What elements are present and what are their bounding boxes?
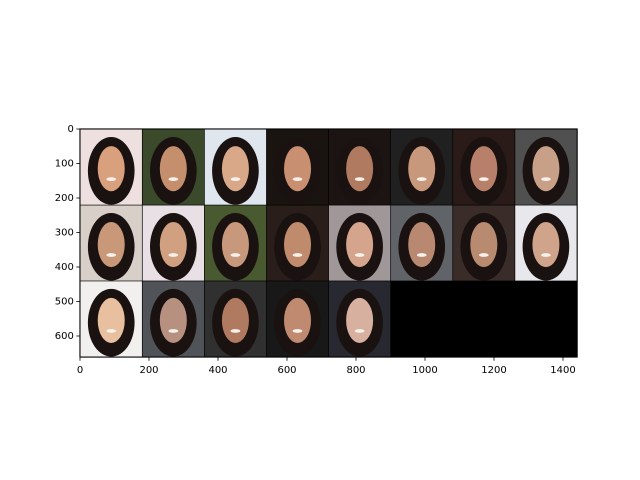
mouth: [292, 329, 303, 333]
face: [470, 146, 498, 192]
face: [532, 221, 560, 268]
x-tick-label: 1000: [412, 365, 437, 376]
mouth: [106, 177, 117, 182]
face: [97, 297, 125, 343]
axes: 0 200 400 600 800 1000 1200 1400 0 100 200 300 400 50…: [55, 124, 578, 376]
mouth: [354, 329, 365, 333]
face: [284, 297, 312, 343]
y-tick-label: 200: [55, 193, 74, 204]
face: [408, 221, 436, 268]
mouth: [478, 253, 489, 257]
mouth: [168, 253, 179, 257]
face: [346, 297, 374, 343]
face: [159, 297, 187, 343]
y-tick-label: 300: [55, 228, 74, 239]
face: [97, 221, 125, 268]
y-tick-label: 400: [55, 262, 74, 273]
x-tick-label: 400: [208, 365, 227, 376]
mouth: [541, 177, 551, 182]
mouth: [230, 177, 241, 182]
face: [408, 146, 436, 192]
mouth: [168, 177, 179, 182]
face: [284, 146, 312, 192]
face: [97, 146, 125, 192]
y-tick-label: 100: [55, 159, 74, 170]
mouth: [106, 253, 117, 257]
x-tick-label: 1400: [550, 365, 575, 376]
x-tick-label: 800: [346, 365, 365, 376]
mouth: [478, 177, 489, 182]
mouth: [292, 253, 303, 257]
face: [284, 221, 312, 268]
face: [346, 221, 374, 268]
mouth: [292, 177, 303, 182]
face: [532, 146, 560, 192]
y-tick-label: 500: [55, 297, 74, 308]
mouth: [416, 177, 427, 182]
y-tick-label: 600: [55, 331, 74, 342]
mouth: [416, 253, 427, 257]
mouth: [230, 329, 241, 333]
y-tick-label: 0: [67, 124, 73, 135]
mouth: [541, 253, 551, 257]
mouth: [230, 253, 241, 257]
face: [221, 221, 249, 268]
axes-frame: [79, 128, 578, 358]
face: [221, 146, 249, 192]
x-tick-label: 1200: [481, 365, 506, 376]
x-tick-label: 600: [277, 365, 296, 376]
face: [221, 297, 249, 343]
image-grid: [79, 128, 578, 358]
mouth: [168, 329, 179, 333]
x-tick-label: 200: [139, 365, 158, 376]
face: [159, 146, 187, 192]
mouth: [106, 329, 117, 333]
face: [346, 146, 374, 192]
face: [470, 221, 498, 268]
face: [159, 221, 187, 268]
x-tick-label: 0: [77, 365, 83, 376]
mouth: [354, 177, 365, 182]
mouth: [354, 253, 365, 257]
